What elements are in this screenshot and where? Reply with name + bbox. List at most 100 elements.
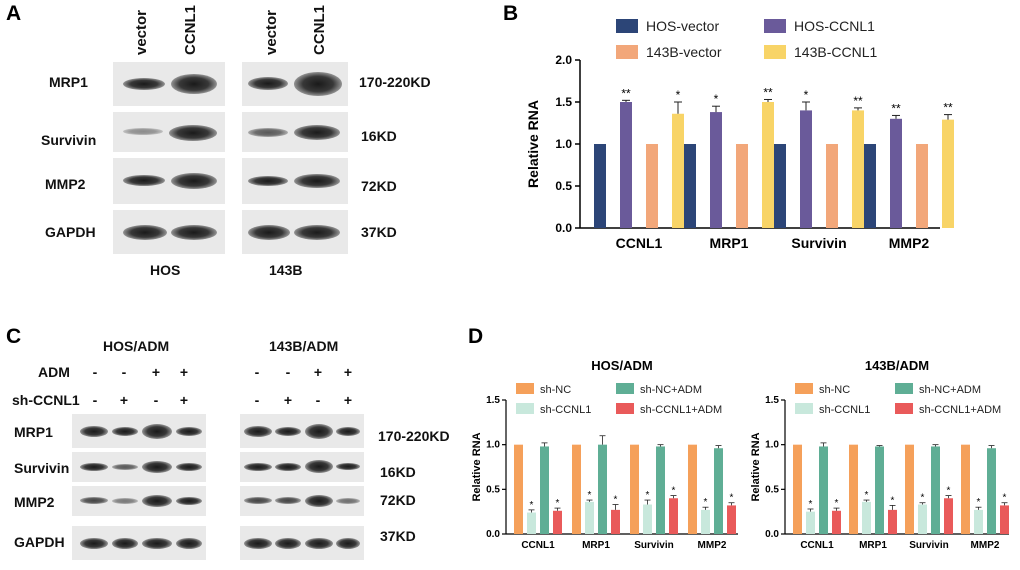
y-tick-label: 0.0 — [555, 221, 572, 235]
panel-d-letter: D — [468, 325, 484, 348]
sh-sign: + — [343, 392, 353, 408]
bar — [656, 446, 665, 534]
protein-label-mmp2: MMP2 — [45, 176, 86, 192]
y-tick-label: 0.5 — [486, 484, 500, 495]
y-tick-label: 0.0 — [765, 529, 779, 540]
band — [142, 424, 172, 439]
band — [248, 176, 288, 186]
bar — [974, 509, 983, 534]
legend-swatch — [795, 403, 813, 414]
x-tick-label: MMP2 — [971, 540, 1000, 551]
bar — [643, 504, 652, 534]
bar — [942, 119, 954, 228]
significance-mark: * — [588, 490, 592, 501]
blot-c-143b-mmp2 — [240, 486, 364, 516]
bar — [849, 444, 858, 534]
significance-mark: * — [835, 498, 839, 509]
band — [294, 125, 340, 140]
chart-title: HOS/ADM — [591, 358, 652, 373]
y-tick-label: 0.5 — [765, 484, 779, 495]
band — [244, 497, 272, 504]
group-label-143b-adm: 143B/ADM — [269, 338, 339, 354]
chart-title: 143B/ADM — [865, 358, 929, 373]
significance-mark: * — [646, 490, 650, 501]
blot-c-hos-mmp2 — [72, 486, 206, 516]
legend-swatch — [616, 45, 638, 59]
band — [275, 538, 301, 549]
sh-sign: - — [153, 392, 159, 408]
band — [123, 175, 165, 186]
bar — [527, 512, 536, 534]
blot-a-143b-mmp2 — [242, 158, 348, 204]
sh-sign: + — [179, 392, 189, 408]
group-label-hos-adm: HOS/ADM — [103, 338, 170, 354]
band — [244, 463, 272, 471]
band — [80, 463, 108, 471]
bar — [684, 144, 696, 228]
x-tick-label: MRP1 — [710, 235, 749, 251]
y-tick-label: 1.0 — [486, 440, 500, 451]
sh-sign: - — [315, 392, 321, 408]
band — [123, 78, 165, 90]
bar — [862, 501, 871, 534]
bar — [890, 118, 902, 228]
protein-label-gapdh: GAPDH — [45, 224, 96, 240]
band — [176, 538, 202, 549]
legend-swatch — [616, 403, 634, 414]
band — [176, 427, 202, 436]
legend-swatch — [795, 383, 813, 394]
protein-label-mrp1: MRP1 — [49, 74, 88, 90]
bar — [701, 509, 710, 534]
bar — [553, 510, 562, 534]
y-axis-label: Relative RNA — [471, 432, 483, 501]
adm-sign: + — [179, 364, 189, 380]
x-tick-label: Survivin — [634, 540, 673, 551]
blot-c-143b-gapdh — [240, 526, 364, 560]
significance-mark: ** — [891, 101, 901, 115]
y-axis-label: Relative RNA — [750, 432, 762, 501]
significance-mark: * — [676, 88, 681, 102]
size-label-mmp2: 72KD — [380, 492, 416, 508]
y-axis-label: Relative RNA — [525, 100, 541, 188]
y-tick-label: 1.5 — [486, 395, 500, 406]
bar — [931, 446, 940, 534]
bar — [852, 110, 864, 228]
bar — [672, 113, 684, 228]
blot-a-hos-survivin — [113, 112, 225, 152]
bar — [688, 444, 697, 534]
y-tick-label: 0.5 — [555, 179, 572, 193]
significance-mark: * — [556, 498, 560, 509]
band — [275, 497, 301, 504]
x-tick-label: CCNL1 — [521, 540, 555, 551]
size-label-mmp2: 72KD — [361, 178, 397, 194]
row-label-adm: ADM — [38, 364, 70, 380]
bar — [594, 144, 606, 228]
band — [176, 463, 202, 471]
band — [112, 427, 138, 436]
adm-sign: + — [151, 364, 161, 380]
size-label-mrp1: 170-220KD — [359, 74, 431, 90]
legend-label: sh-CCNL1 — [540, 404, 591, 416]
bar — [961, 444, 970, 534]
sh-sign: + — [283, 392, 293, 408]
band — [176, 497, 202, 505]
band — [336, 427, 360, 436]
band — [336, 498, 360, 504]
panel-c-letter: C — [6, 325, 22, 348]
legend-swatch — [516, 383, 534, 394]
adm-sign: + — [313, 364, 323, 380]
bar — [793, 444, 802, 534]
bar — [714, 448, 723, 534]
legend-label: sh-NC — [819, 384, 850, 396]
protein-label-gapdh: GAPDH — [14, 534, 65, 550]
size-label-gapdh: 37KD — [380, 528, 416, 544]
band — [336, 463, 360, 470]
bar — [540, 446, 549, 534]
band — [171, 225, 217, 240]
sh-sign: - — [92, 392, 98, 408]
bar — [774, 144, 786, 228]
protein-label-mrp1: MRP1 — [14, 424, 53, 440]
chart-d-143b: 143B/ADM sh-NC sh-NC+ADM sh-CCNL1 sh-CCNL1+A… — [750, 358, 1009, 551]
legend-swatch — [616, 19, 638, 33]
bar — [710, 112, 722, 228]
